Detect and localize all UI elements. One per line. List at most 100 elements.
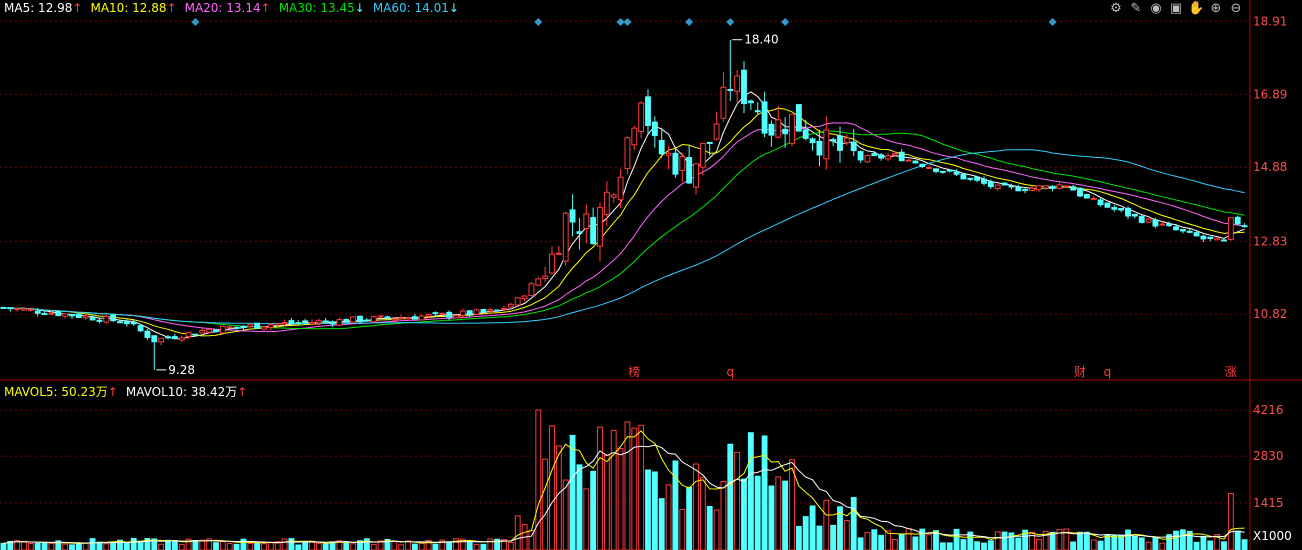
candle-body (1029, 187, 1035, 191)
event-diamond (191, 18, 200, 26)
volume-bar (151, 538, 158, 550)
volume-bar (48, 542, 55, 550)
candle-body (809, 138, 816, 144)
volume-bar (720, 480, 727, 550)
volume-bar (1200, 535, 1207, 550)
candle-body (75, 313, 82, 318)
volume-bar (939, 542, 946, 550)
volume-bar (665, 484, 672, 550)
candle-body (857, 151, 864, 161)
candle-body (267, 324, 274, 328)
candle-body (768, 123, 775, 136)
volume-bar (1152, 536, 1159, 550)
volume-bar (535, 409, 542, 550)
candle-body (171, 336, 178, 340)
candle-body (405, 317, 411, 320)
candle-body (439, 312, 446, 315)
volume-bar (542, 458, 549, 550)
candle-body (144, 330, 151, 339)
candle-body (466, 310, 473, 316)
candle-body (82, 315, 89, 319)
candle-body (165, 336, 171, 339)
eye-icon[interactable]: ◉ (1150, 1, 1162, 16)
candle-body (1083, 193, 1090, 199)
volume-bar (953, 528, 960, 550)
candle-body (843, 137, 850, 144)
volume-bar (137, 541, 144, 550)
pen-icon[interactable]: ✎ (1130, 1, 1142, 16)
candle-body (672, 152, 679, 175)
candle-body (741, 69, 747, 105)
volume-bar (569, 434, 576, 550)
volume-bar (446, 541, 453, 550)
candle-body (123, 321, 130, 325)
candle-body (974, 176, 981, 181)
volume-bar (974, 541, 981, 550)
volume-bar (336, 540, 343, 550)
candle-body (89, 316, 96, 321)
volume-bar (1125, 529, 1131, 550)
volume-bar (590, 470, 597, 550)
candle-body (795, 104, 802, 132)
volume-bar (82, 542, 89, 550)
candle-body (213, 329, 219, 333)
candle-body (219, 325, 226, 334)
legend-mavol5: MAVOL5: 50.23万↑ (4, 385, 118, 399)
bag-icon[interactable]: ▣ (1169, 1, 1183, 16)
volume-bar (857, 537, 864, 550)
volume-bar (672, 460, 679, 550)
candle-body (1152, 219, 1159, 227)
volume-bar (741, 478, 747, 550)
event-diamond (1048, 18, 1057, 26)
candle-body (1042, 185, 1049, 189)
candle-body (713, 123, 720, 140)
volume-bar (350, 543, 357, 550)
volume-bar (1035, 538, 1042, 550)
candle-body (1111, 207, 1118, 210)
volume-bar (219, 541, 226, 550)
volume-ma-legend: MAVOL5: 50.23万↑ MAVOL10: 38.42万↑ (4, 383, 247, 400)
candle-body (1166, 223, 1173, 227)
candle-body (446, 311, 453, 318)
candle-body (151, 335, 158, 343)
candle-body (850, 141, 857, 152)
volume-bar (734, 451, 741, 550)
volume-bar (713, 509, 720, 550)
candle-body (1125, 207, 1131, 217)
candle-body (137, 325, 144, 332)
volume-tick-label: 4216 (1253, 403, 1284, 417)
volume-bar (165, 539, 171, 550)
volume-bar (288, 538, 295, 550)
volume-bar (480, 543, 487, 550)
volume-bar (123, 542, 130, 550)
volume-bar (473, 544, 480, 550)
volume-bar (1090, 539, 1097, 550)
volume-bar (391, 540, 398, 550)
candle-body (103, 315, 110, 323)
candle-body (631, 127, 638, 146)
hand-icon[interactable]: ✋ (1188, 1, 1205, 16)
legend-ma5: MA5: 12.98↑ (4, 1, 83, 15)
volume-bar (816, 525, 823, 550)
candle-body (7, 307, 14, 310)
candle-body (679, 156, 686, 171)
legend-ma10: MA10: 12.88↑ (90, 1, 177, 15)
volume-bar (912, 536, 919, 550)
candle-body (501, 307, 507, 310)
volume-bar (850, 497, 857, 550)
volume-bar (891, 539, 898, 550)
candle-body (343, 318, 350, 323)
settings-icon[interactable]: ⚙ (1110, 1, 1122, 16)
candle-body (734, 75, 741, 92)
candle-body (1159, 223, 1166, 226)
volume-bar (21, 540, 27, 550)
volume-bar (823, 499, 830, 550)
volume-bar (1145, 541, 1152, 550)
zoom-out-icon[interactable]: ⊖ (1230, 1, 1242, 16)
legend-ma60: MA60: 14.01↓ (372, 1, 459, 15)
candle-body (1193, 232, 1200, 237)
volume-bar (501, 539, 507, 550)
zoom-in-icon[interactable]: ⊕ (1210, 1, 1222, 16)
volume-bar (1138, 537, 1145, 550)
